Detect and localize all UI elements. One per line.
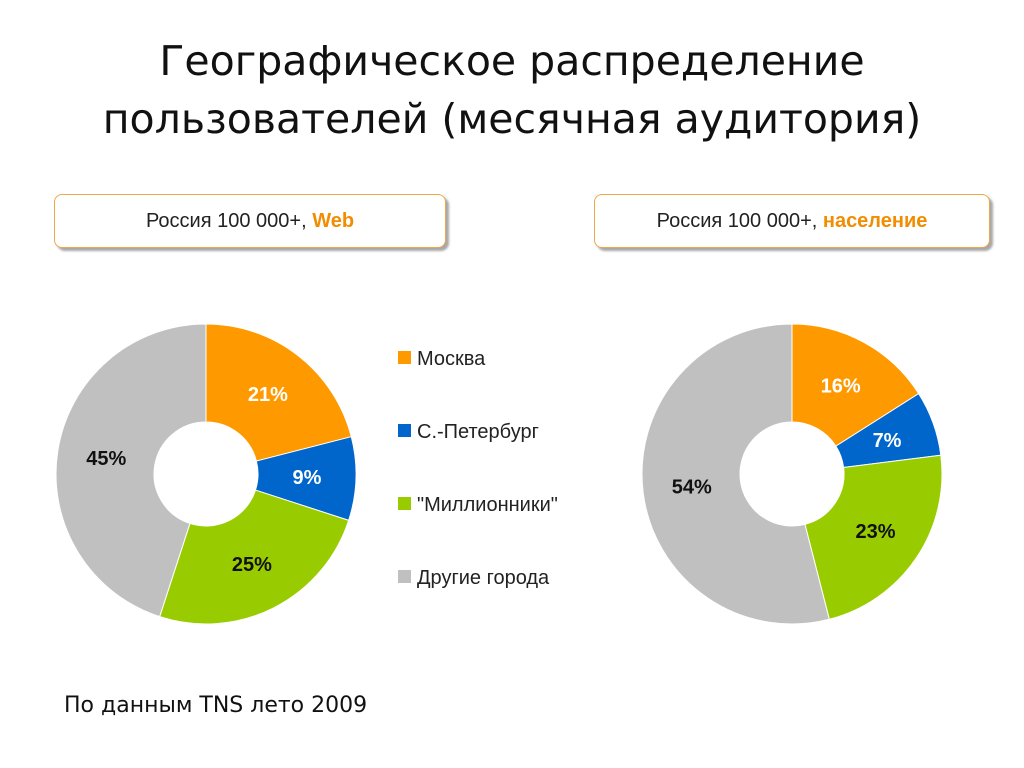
legend-swatch-moscow — [398, 351, 411, 364]
data-label-population-moscow: 16% — [821, 375, 861, 397]
slice-population-other — [641, 323, 830, 625]
page-title-line-1: Географическое распределение — [159, 37, 865, 85]
source-note: По данным TNS лето 2009 — [64, 693, 368, 718]
chart-title-web: Россия 100 000+, Web — [54, 194, 446, 248]
data-label-population-spb: 7% — [873, 430, 902, 452]
data-label-web-other: 45% — [86, 448, 126, 470]
data-label-web-millionaires: 25% — [232, 554, 272, 576]
legend-label-spb: С.-Петербург — [417, 421, 539, 443]
page-title-line-2: пользователей (месячная аудитория) — [102, 95, 922, 143]
slice-population-millionaires — [804, 454, 943, 620]
legend-label-millionaires: "Миллионники" — [417, 494, 558, 516]
data-label-population-millionaires: 23% — [856, 521, 896, 543]
chart-title-population: Россия 100 000+, население — [594, 194, 990, 248]
slice-web-millionaires — [159, 489, 350, 625]
legend-swatch-spb — [398, 424, 411, 437]
slice-web-moscow — [205, 323, 352, 462]
data-label-web-moscow: 21% — [248, 384, 288, 406]
data-label-web-spb: 9% — [292, 467, 321, 489]
data-label-population-other: 54% — [672, 477, 712, 499]
slice-population-moscow — [791, 323, 920, 447]
chart-title-population-prefix: Россия 100 000+, — [656, 209, 823, 232]
chart-title-web-highlight: Web — [312, 209, 355, 232]
slice-web-other — [55, 323, 207, 618]
legend-label-other: Другие города — [417, 567, 550, 589]
chart-title-population-highlight: население — [822, 209, 928, 232]
legend-swatch-millionaires — [398, 497, 411, 510]
legend-swatch-other — [398, 570, 411, 583]
page-title: Географическое распределение пользовател… — [0, 32, 1024, 148]
chart-title-web-prefix: Россия 100 000+, — [145, 209, 313, 232]
legend-label-moscow: Москва — [417, 348, 486, 370]
